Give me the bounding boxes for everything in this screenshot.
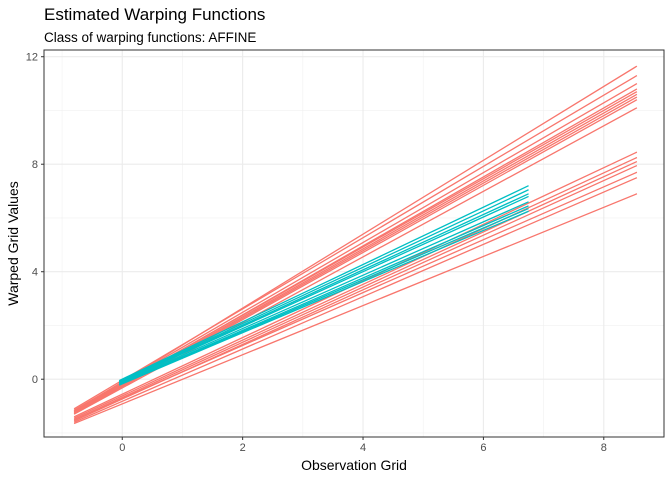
teal-warping-line-24 (118, 210, 529, 386)
y-tick-label: 4 (32, 267, 38, 279)
teal-warping-line-19 (118, 193, 529, 383)
chart-title: Estimated Warping Functions (44, 5, 266, 24)
red-warping-line-14 (73, 171, 638, 421)
teal-warping-line-23 (118, 207, 529, 386)
red-warping-line-3 (73, 83, 638, 411)
red-warping-line-15 (73, 177, 638, 423)
axis-ticks (41, 56, 605, 440)
x-tick-label: 6 (480, 442, 486, 454)
series-layer (73, 65, 638, 425)
minor-gridlines (44, 50, 665, 437)
y-tick-label: 8 (32, 159, 38, 171)
plot-panel-border (43, 49, 665, 438)
x-tick-label: 2 (240, 442, 246, 454)
red-warping-line-2 (73, 74, 638, 410)
teal-warping-line-21 (118, 201, 529, 384)
y-axis-tick-labels: 0 4 8 12 (26, 52, 38, 387)
x-tick-label: 0 (119, 442, 125, 454)
y-axis-title: Warped Grid Values (5, 181, 21, 306)
chart-subtitle: Class of warping functions: AFFINE (44, 30, 257, 45)
y-tick-label: 12 (26, 52, 38, 64)
x-tick-label: 4 (360, 442, 366, 454)
red-warping-line-12 (73, 160, 638, 421)
teal-warping-line-20 (118, 195, 529, 384)
teal-warping-line-22 (118, 205, 529, 385)
y-tick-label: 0 (32, 374, 38, 386)
teal-warping-line-18 (118, 189, 529, 382)
teal-warping-line-17 (118, 185, 529, 382)
x-axis-title: Observation Grid (301, 457, 407, 473)
red-warping-line-16 (73, 193, 638, 425)
red-warping-line-11 (73, 156, 638, 419)
x-tick-label: 8 (601, 442, 607, 454)
x-axis-tick-labels: 0 2 4 6 8 (119, 442, 607, 454)
